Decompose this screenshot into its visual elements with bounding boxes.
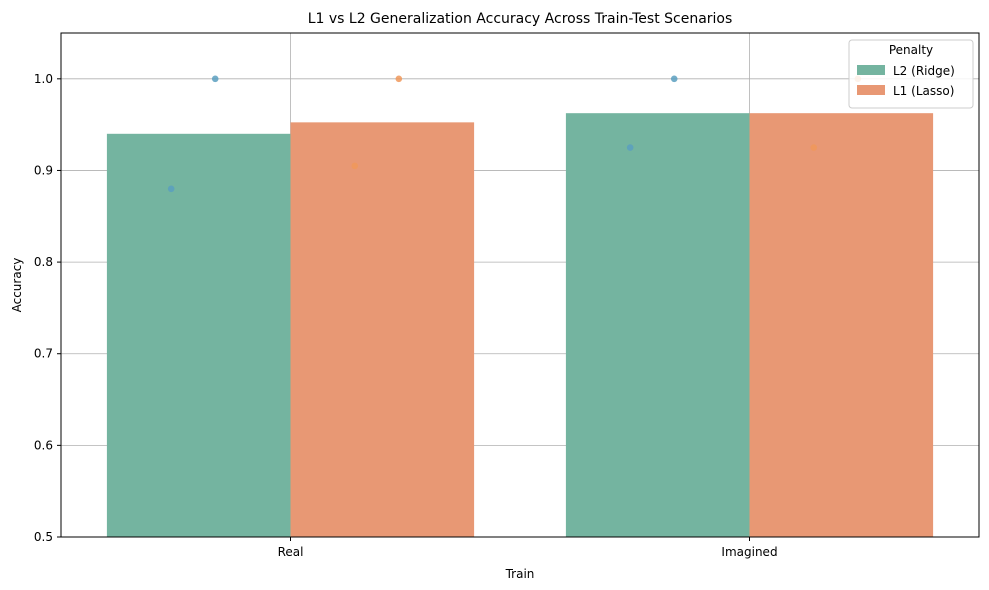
chart-title: L1 vs L2 Generalization Accuracy Across …	[308, 11, 733, 27]
legend-label: L1 (Lasso)	[893, 84, 954, 98]
data-point	[211, 75, 219, 83]
bar	[749, 113, 934, 537]
y-axis-label: Accuracy	[10, 258, 24, 313]
data-point	[395, 75, 403, 83]
y-tick-label: 0.7	[34, 347, 53, 361]
data-point	[167, 185, 175, 193]
y-tick-label: 0.5	[34, 530, 53, 544]
y-tick-label: 0.6	[34, 438, 53, 452]
x-tick-label: Real	[278, 545, 304, 559]
bars	[106, 113, 934, 538]
data-points	[167, 75, 862, 193]
data-point	[810, 144, 818, 151]
plot-frame	[60, 32, 980, 538]
y-tick-label: 0.8	[34, 255, 53, 269]
legend: Penalty L2 (Ridge) L1 (Lasso)	[848, 39, 974, 109]
x-axis-label: Train	[505, 567, 535, 581]
x-tick-label: Imagined	[721, 545, 777, 559]
bar	[106, 133, 291, 538]
legend-swatch	[857, 65, 885, 75]
bar	[565, 113, 750, 537]
data-point	[351, 162, 359, 170]
legend-swatch	[857, 85, 885, 95]
y-tick-label: 0.9	[34, 163, 53, 177]
data-point	[670, 75, 678, 83]
y-tick-label: 1.0	[34, 72, 53, 86]
axes: 0.5 0.6 0.7 0.8 0.9 1.0 Real Imagined	[34, 72, 778, 559]
data-point	[626, 144, 634, 151]
legend-label: L2 (Ridge)	[893, 64, 955, 78]
bar	[290, 122, 475, 537]
legend-title: Penalty	[889, 43, 933, 57]
